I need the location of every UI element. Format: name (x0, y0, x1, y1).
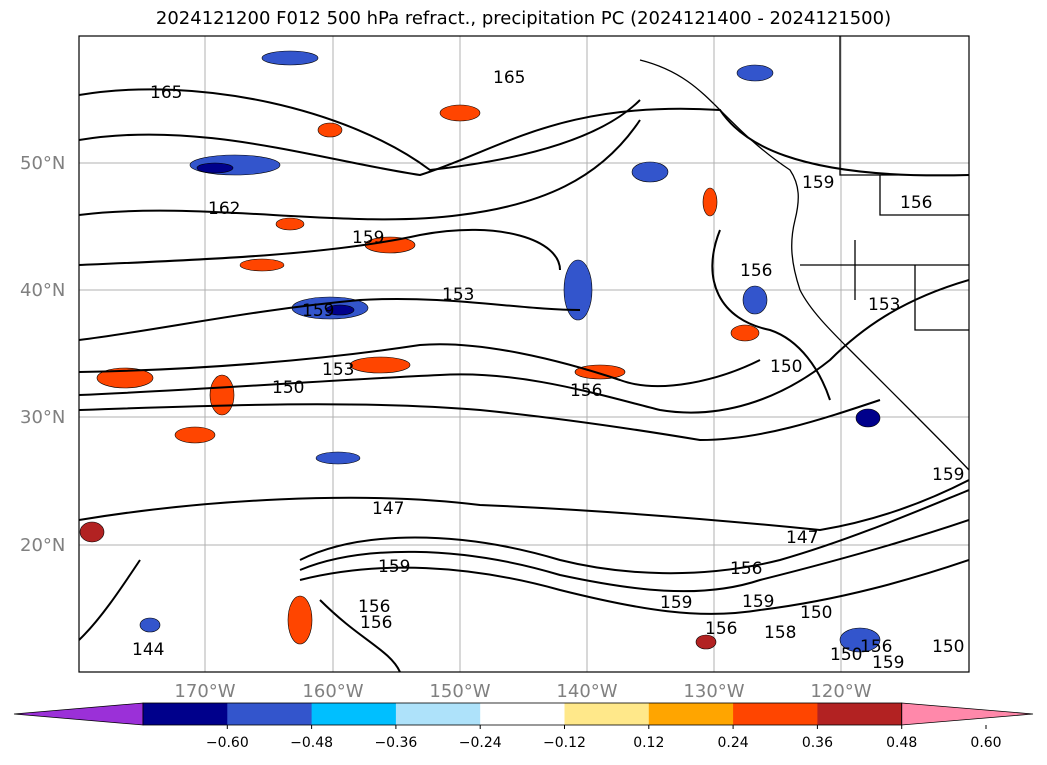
lon-label: 160°W (302, 681, 363, 702)
contour-label: 159 (932, 465, 964, 485)
lat-label: 30°N (20, 407, 65, 428)
colorbar-segment (648, 703, 734, 725)
contour-label: 159 (302, 301, 334, 321)
contour-label: 159 (378, 557, 410, 577)
contour-label: 159 (872, 653, 904, 673)
colorbar-segment (817, 703, 903, 725)
contour-label: 144 (132, 640, 164, 660)
contour-label: 159 (802, 173, 834, 193)
contour-label: 150 (932, 637, 964, 657)
contour-label: 147 (372, 499, 404, 519)
lat-label: 50°N (20, 153, 65, 174)
colorbar-segment (227, 703, 313, 725)
colorbar-tick-label: 0.12 (633, 735, 664, 751)
contour-label: 153 (868, 295, 900, 315)
colorbar-extend-left (13, 702, 144, 726)
contour-label: 153 (442, 285, 474, 305)
contour-label: 156 (860, 637, 892, 657)
contour-label: 153 (322, 360, 354, 380)
lat-label: 20°N (20, 535, 65, 556)
plot-title: 2024121200 F012 500 hPa refract., precip… (155, 8, 892, 29)
contour-label: 162 (208, 199, 240, 219)
contour-label: 159 (352, 228, 384, 248)
colorbar-extend-right (901, 702, 1034, 726)
contour-label: 156 (900, 193, 932, 213)
contour-label: 156 (358, 597, 390, 617)
colorbar-segment (480, 703, 565, 725)
colorbar-tick-label: −0.24 (459, 735, 502, 751)
colorbar-outline (142, 702, 903, 726)
contour-label: 150 (800, 603, 832, 623)
lon-label: 120°W (810, 681, 871, 702)
colorbar-tick-label: −0.36 (374, 735, 417, 751)
contour-lines (79, 88, 969, 672)
colorbar: −0.60 −0.48 −0.36 −0.24 −0.12 0.12 0.24 0.36 0.4… (13, 702, 1034, 751)
latitude-labels: 50°N 40°N 30°N 20°N (20, 153, 65, 556)
longitude-labels: 170°W 160°W 150°W 140°W 130°W 120°W (174, 681, 871, 702)
contour-label: 156 (360, 613, 392, 633)
colorbar-segment (395, 703, 481, 725)
contour-label: 156 (705, 619, 737, 639)
contour-label: 165 (493, 68, 525, 88)
colorbar-tick-label: 0.60 (970, 735, 1001, 751)
contour-label: 156 (570, 381, 602, 401)
coastlines (639, 36, 969, 471)
colorbar-segment (733, 703, 818, 725)
contour-label: 150 (272, 378, 304, 398)
colorbar-tick-label: 0.48 (886, 735, 917, 751)
lon-label: 140°W (556, 681, 617, 702)
precip-shading (79, 50, 881, 653)
contour-label: 147 (786, 528, 818, 548)
colorbar-tick-label: 0.36 (802, 735, 833, 751)
colorbar-segment (143, 703, 228, 725)
colorbar-tick-label: −0.12 (543, 735, 586, 751)
lon-label: 170°W (174, 681, 235, 702)
colorbar-tick-label: −0.60 (206, 735, 249, 751)
contour-label: 159 (660, 593, 692, 613)
map-frame (78, 35, 970, 673)
contour-label: 156 (740, 261, 772, 281)
contour-label: 150 (830, 645, 862, 665)
contour-label: 150 (770, 357, 802, 377)
lat-label: 40°N (20, 280, 65, 301)
contour-label: 159 (742, 592, 774, 612)
contour-label: 156 (730, 559, 762, 579)
contour-label: 158 (764, 623, 796, 643)
colorbar-segment (311, 703, 397, 725)
colorbar-tick-label: 0.24 (718, 735, 749, 751)
colorbar-segment (564, 703, 650, 725)
contour-label-group: 165 165 162 159 159 153 153 150 156 156 … (132, 68, 964, 673)
contour-label: 165 (150, 83, 182, 103)
lon-label: 130°W (683, 681, 744, 702)
colorbar-tick-label: −0.48 (290, 735, 333, 751)
lon-label: 150°W (429, 681, 490, 702)
